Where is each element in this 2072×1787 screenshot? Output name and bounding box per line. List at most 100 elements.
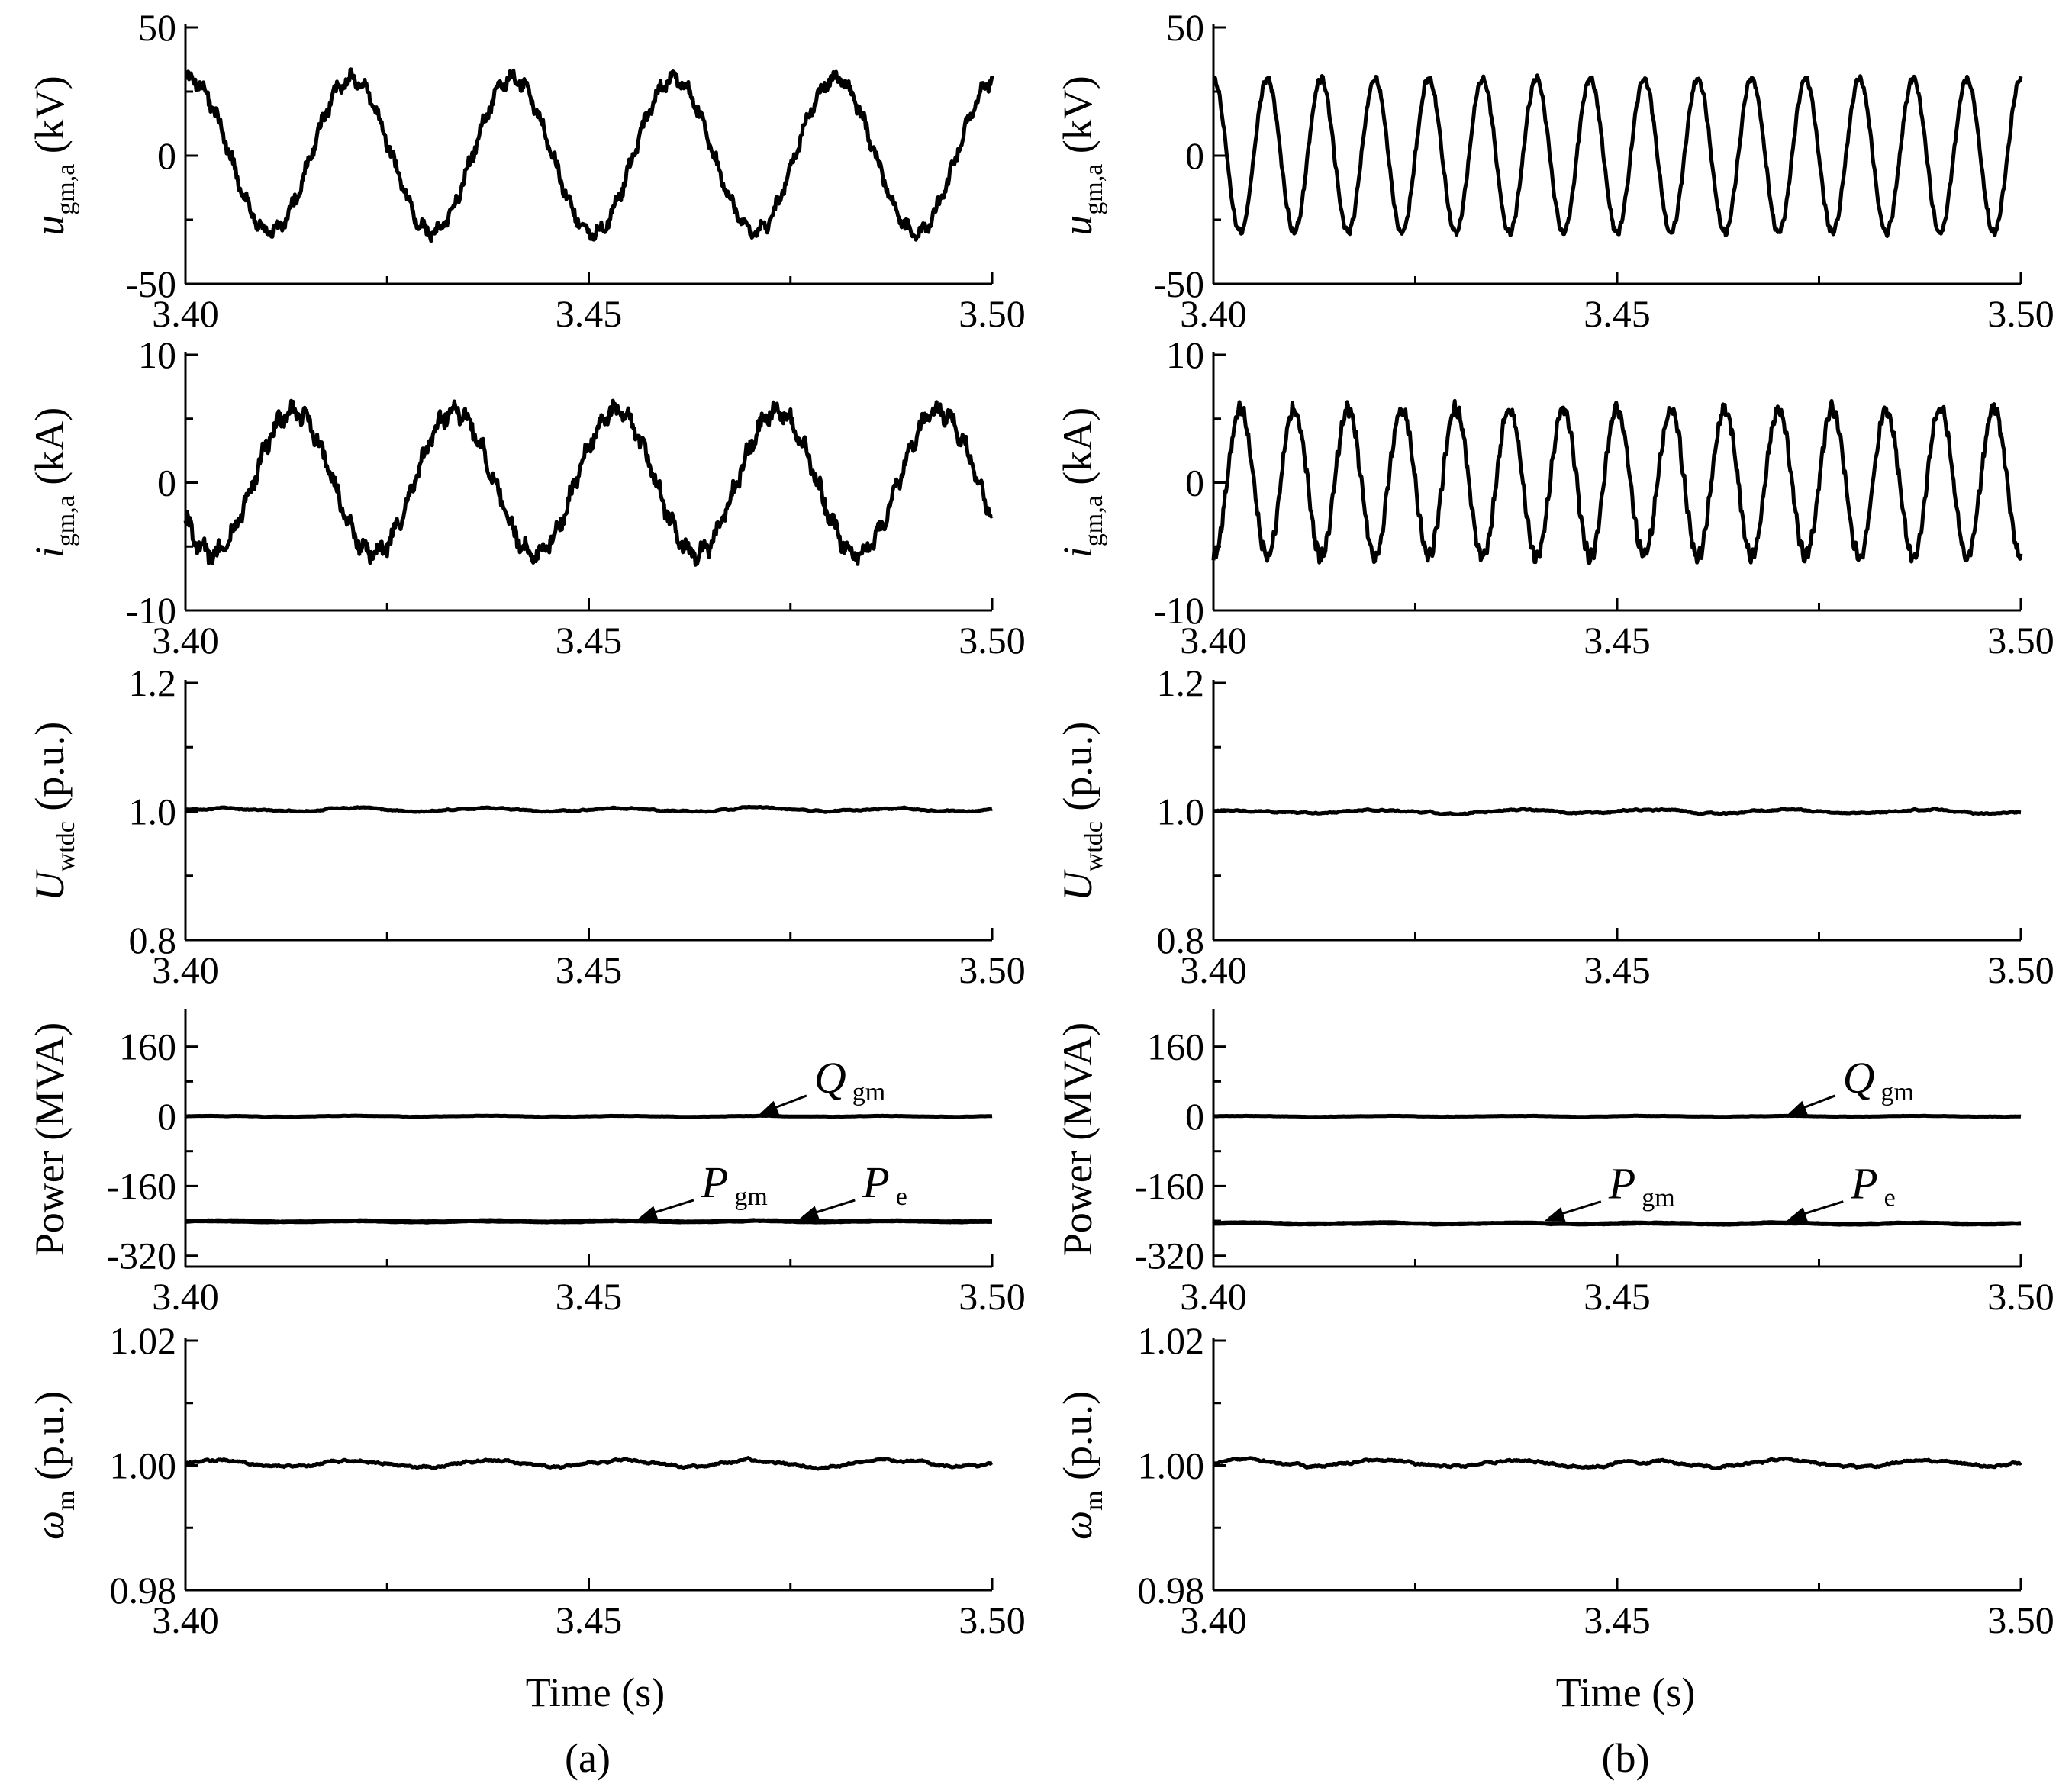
x-tick-label: 3.45 bbox=[1584, 292, 1651, 335]
y-tick-label: 0.98 bbox=[110, 1569, 177, 1612]
x-tick-label: 3.50 bbox=[1987, 1275, 2054, 1318]
y-tick-label: -320 bbox=[106, 1235, 176, 1277]
chart-a-i: 3.40 3.45 3.50 10 0 -10 igm,a (kA) bbox=[27, 333, 1026, 662]
x-tick-label: 3.40 bbox=[1180, 1599, 1247, 1641]
series-line-i_gm,a bbox=[1211, 398, 2023, 565]
svg-text:Uwtdc (p.u.): Uwtdc (p.u.) bbox=[1055, 722, 1108, 902]
x-tick-label: 3.50 bbox=[959, 619, 1026, 662]
y-tick-label: 0 bbox=[157, 134, 176, 177]
svg-text:ugm,a (kV): ugm,a (kV) bbox=[1055, 76, 1108, 236]
y-tick-label: 160 bbox=[1147, 1026, 1204, 1068]
y-tick-label: -10 bbox=[125, 589, 176, 632]
x-tick-label: 3.50 bbox=[1987, 948, 2054, 991]
annotation-arrow-head bbox=[1544, 1207, 1566, 1222]
x-tick-label: 3.40 bbox=[152, 619, 219, 662]
svg-text:ωm (p.u.): ωm (p.u.) bbox=[1055, 1391, 1108, 1540]
y-axis-title: Power (MVA) bbox=[27, 1022, 73, 1257]
y-axis-title: ugm,a (kV) bbox=[27, 76, 80, 236]
x-tick-label: 3.50 bbox=[1987, 619, 2054, 662]
x-axis-title-b: Time (s) bbox=[1556, 1669, 1696, 1715]
annotation-arrow-head bbox=[1787, 1207, 1809, 1222]
y-tick-label: 0 bbox=[1185, 1095, 1204, 1138]
series-line-Q_gm bbox=[184, 1113, 994, 1119]
x-tick-label: 3.45 bbox=[556, 1275, 623, 1318]
x-tick-label: 3.45 bbox=[556, 1599, 623, 1641]
x-tick-label: 3.45 bbox=[556, 619, 623, 662]
y-tick-label: -320 bbox=[1134, 1235, 1204, 1277]
chart-b-w: 3.40 3.45 3.50 1.02 1.00 0.98 ωm (p.u.) bbox=[1055, 1319, 2054, 1641]
y-tick-label: 1.0 bbox=[1157, 790, 1205, 833]
x-tick-label: 3.50 bbox=[959, 292, 1026, 335]
y-axis-title: igm,a (kA) bbox=[27, 407, 80, 559]
chart-a-u: 3.40 3.45 3.50 50 0 -50 ugm,a (kV) bbox=[27, 6, 1026, 335]
x-tick-label: 3.45 bbox=[556, 292, 623, 335]
panel-caption-a: (a) bbox=[565, 1735, 611, 1781]
annotation-arrow-head bbox=[1787, 1100, 1809, 1116]
y-tick-label: 1.2 bbox=[1157, 662, 1205, 704]
y-tick-label: -10 bbox=[1153, 589, 1204, 632]
svg-text:Power (MVA): Power (MVA) bbox=[1055, 1022, 1100, 1257]
x-tick-label: 3.45 bbox=[1584, 619, 1651, 662]
x-tick-label: 3.40 bbox=[152, 1275, 219, 1318]
y-tick-label: -160 bbox=[1134, 1164, 1204, 1207]
y-tick-label: 0 bbox=[157, 1095, 176, 1138]
x-tick-label: 3.50 bbox=[959, 1275, 1026, 1318]
y-tick-label: 50 bbox=[138, 6, 176, 49]
y-tick-label: 0.8 bbox=[129, 919, 177, 961]
panel-caption-b: (b) bbox=[1602, 1735, 1650, 1781]
y-tick-label: -160 bbox=[106, 1164, 176, 1207]
x-axis-title-a: Time (s) bbox=[526, 1669, 665, 1715]
x-tick-label: 3.45 bbox=[1584, 1599, 1651, 1641]
svg-text:Uwtdc (p.u.): Uwtdc (p.u.) bbox=[27, 722, 80, 902]
x-tick-label: 3.45 bbox=[1584, 948, 1651, 991]
y-tick-label: 1.0 bbox=[129, 790, 177, 833]
series-line-P_e bbox=[184, 1219, 994, 1225]
series-line-P_e bbox=[1212, 1221, 2022, 1227]
chart-b-U: 3.40 3.45 3.50 1.2 1.0 0.8 Uwtdc (p.u.) bbox=[1055, 662, 2054, 991]
x-tick-label: 3.40 bbox=[1180, 292, 1247, 335]
series-line-Q_gm bbox=[1212, 1113, 2022, 1119]
x-tick-label: 3.45 bbox=[556, 948, 623, 991]
y-tick-label: -50 bbox=[1153, 262, 1204, 305]
y-tick-label: 1.02 bbox=[110, 1319, 177, 1362]
y-tick-label: 0 bbox=[1185, 462, 1204, 504]
svg-text:ugm,a (kV): ugm,a (kV) bbox=[27, 76, 80, 236]
x-tick-label: 3.40 bbox=[1180, 1275, 1247, 1318]
y-tick-label: 0 bbox=[157, 462, 176, 504]
chart-b-u: 3.40 3.45 3.50 50 0 -50 ugm,a (kV) bbox=[1055, 6, 2054, 335]
y-tick-label: -50 bbox=[125, 262, 176, 305]
svg-text:Power (MVA): Power (MVA) bbox=[27, 1022, 73, 1257]
y-tick-label: 1.00 bbox=[110, 1444, 177, 1487]
x-tick-label: 3.40 bbox=[1180, 948, 1247, 991]
y-tick-label: 1.2 bbox=[129, 662, 177, 704]
series-line-u_gm,a bbox=[184, 67, 994, 243]
y-tick-label: 1.02 bbox=[1138, 1319, 1205, 1362]
x-tick-label: 3.50 bbox=[1987, 292, 2054, 335]
svg-text:igm,a (kA): igm,a (kA) bbox=[1055, 407, 1108, 559]
annotation-arrow-head bbox=[758, 1100, 780, 1116]
x-tick-label: 3.50 bbox=[1987, 1599, 2054, 1641]
chart-a-w: 3.40 3.45 3.50 1.02 1.00 0.98 ωm (p.u.) bbox=[27, 1319, 1026, 1641]
series-line-omega_m bbox=[1212, 1456, 2022, 1470]
x-tick-label: 3.40 bbox=[1180, 619, 1247, 662]
series-line-U_wtdc bbox=[184, 804, 994, 814]
chart-a-U: 3.40 3.45 3.50 1.2 1.0 0.8 Uwtdc (p.u.) bbox=[27, 662, 1026, 991]
y-tick-label: 10 bbox=[1166, 333, 1204, 376]
svg-text:ωm (p.u.): ωm (p.u.) bbox=[27, 1391, 80, 1540]
series-line-omega_m bbox=[184, 1456, 994, 1471]
svg-text:igm,a (kA): igm,a (kA) bbox=[27, 407, 80, 559]
y-axis-title: Uwtdc (p.u.) bbox=[1055, 722, 1108, 902]
y-tick-label: 0.98 bbox=[1138, 1569, 1205, 1612]
x-tick-label: 3.50 bbox=[959, 1599, 1026, 1641]
y-tick-label: 160 bbox=[119, 1026, 176, 1068]
x-tick-label: 3.40 bbox=[152, 1599, 219, 1641]
